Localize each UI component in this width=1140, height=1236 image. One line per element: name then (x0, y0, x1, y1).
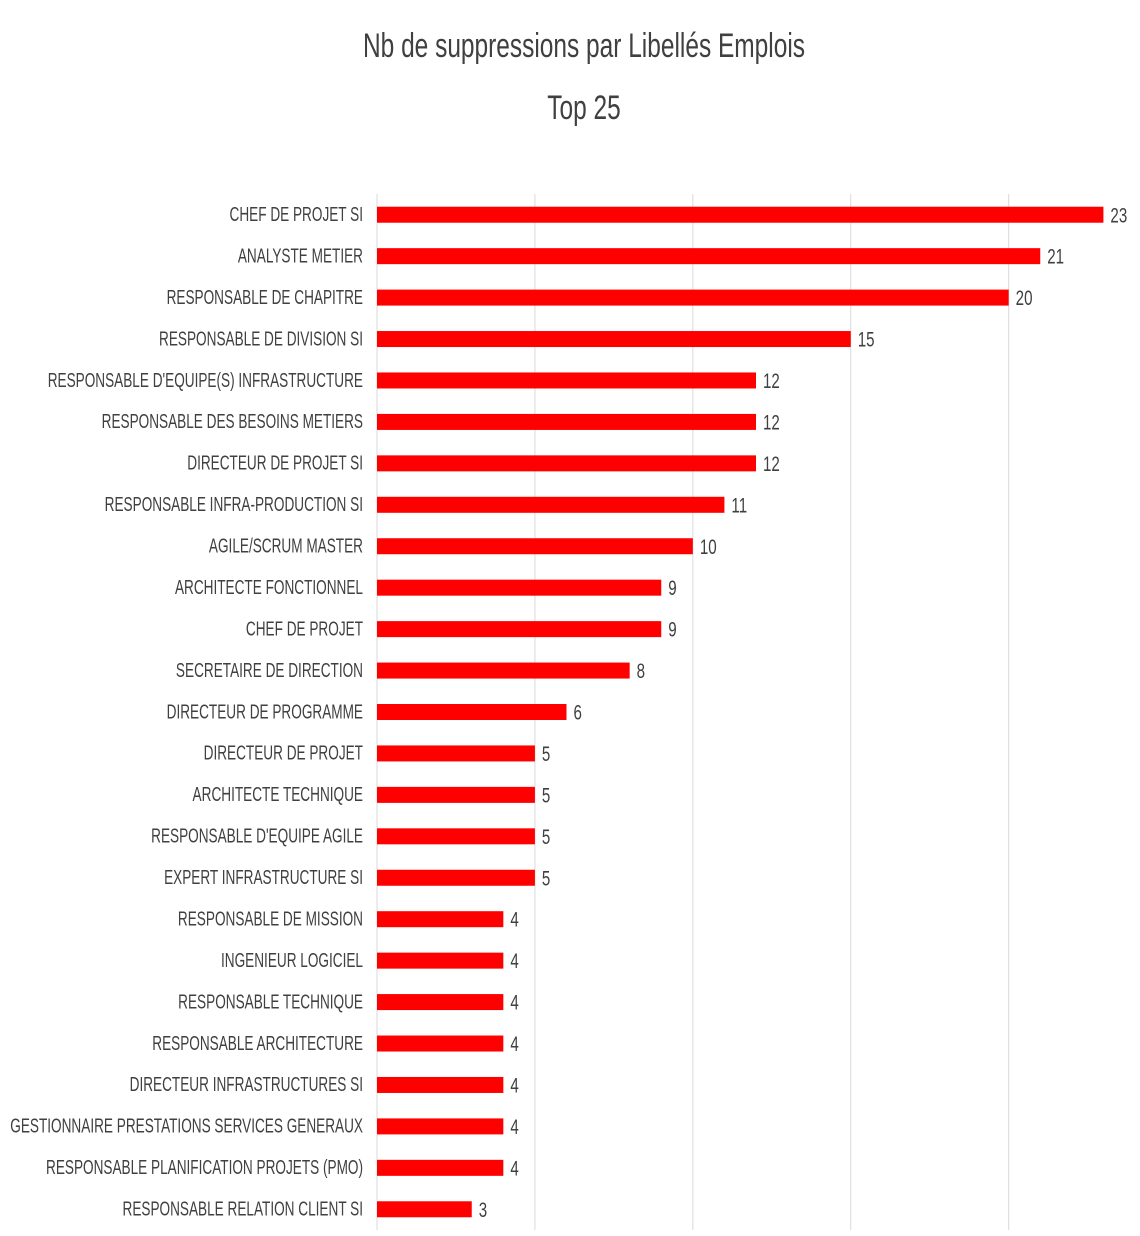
data-label: 5 (542, 741, 550, 765)
y-tick-label: EXPERT INFRASTRUCTURE SI (164, 866, 363, 888)
data-label: 21 (1047, 244, 1064, 268)
bar (377, 331, 851, 348)
data-label: 8 (637, 659, 645, 683)
y-tick-label: RESPONSABLE PLANIFICATION PROJETS (PMO) (46, 1157, 363, 1179)
bar (377, 994, 504, 1011)
bar (377, 372, 756, 389)
y-tick-label: RESPONSABLE DE CHAPITRE (167, 286, 363, 308)
data-label: 20 (1016, 286, 1033, 310)
y-tick-label: ARCHITECTE TECHNIQUE (193, 784, 363, 806)
bar (377, 911, 504, 928)
data-label: 10 (700, 534, 717, 558)
bar (377, 496, 725, 513)
bar (377, 1159, 504, 1176)
bar (377, 621, 662, 638)
chart-subtitle: Top 25 (547, 89, 620, 127)
y-tick-label: RESPONSABLE TECHNIQUE (178, 991, 363, 1013)
data-label: 23 (1110, 203, 1127, 227)
bar (377, 206, 1104, 223)
bar (377, 704, 567, 720)
data-label: 9 (668, 576, 676, 600)
bar (377, 579, 662, 596)
bar (377, 828, 535, 845)
y-tick-label: RESPONSABLE RELATION CLIENT SI (123, 1198, 363, 1220)
y-tick-label: DIRECTEUR DE PROGRAMME (167, 701, 363, 723)
y-tick-label: RESPONSABLE INFRA-PRODUCTION SI (105, 494, 363, 516)
data-label: 15 (858, 327, 875, 351)
data-label: 5 (542, 866, 550, 890)
bar (377, 413, 756, 430)
data-label: 3 (479, 1197, 487, 1221)
data-label: 4 (510, 949, 518, 973)
bar (377, 248, 1041, 265)
y-tick-label: DIRECTEUR DE PROJET SI (187, 452, 363, 474)
y-tick-label: GESTIONNAIRE PRESTATIONS SERVICES GENERA… (10, 1115, 363, 1137)
data-label: 6 (574, 700, 582, 724)
y-tick-label: RESPONSABLE ARCHITECTURE (152, 1032, 363, 1054)
y-tick-label: ARCHITECTE FONCTIONNEL (175, 576, 363, 598)
bar (377, 662, 630, 679)
y-tick-label: ANALYSTE METIER (238, 245, 363, 267)
bar (377, 745, 535, 762)
y-tick-label: RESPONSABLE D'EQUIPE AGILE (151, 825, 363, 847)
bar (377, 952, 504, 969)
y-tick-label: RESPONSABLE DE DIVISION SI (159, 328, 363, 350)
data-label: 5 (542, 824, 550, 848)
bar (377, 538, 693, 555)
y-tick-label: RESPONSABLE DES BESOINS METIERS (102, 411, 363, 433)
data-label: 12 (763, 451, 780, 475)
y-tick-label: INGENIEUR LOGICIEL (221, 949, 363, 971)
data-label: 12 (763, 369, 780, 393)
data-label: 4 (510, 990, 518, 1014)
data-label: 4 (510, 1073, 518, 1097)
data-label: 4 (510, 1156, 518, 1180)
y-tick-label: DIRECTEUR INFRASTRUCTURES SI (130, 1074, 363, 1096)
y-tick-label: CHEF DE PROJET SI (230, 203, 363, 225)
bar (377, 869, 535, 886)
y-tick-label: RESPONSABLE DE MISSION (178, 908, 363, 930)
bar (377, 1035, 504, 1052)
data-label: 5 (542, 783, 550, 807)
bar (377, 1201, 472, 1218)
bar (377, 1118, 504, 1135)
data-label: 4 (510, 1114, 518, 1138)
y-tick-label: SECRETAIRE DE DIRECTION (176, 659, 363, 681)
y-tick-label: AGILE/SCRUM MASTER (209, 535, 363, 557)
data-label: 11 (731, 493, 747, 517)
bar (377, 786, 535, 803)
bar (377, 455, 756, 472)
data-label: 9 (668, 617, 676, 641)
bar (377, 1076, 504, 1093)
data-label: 4 (510, 907, 518, 931)
bar (377, 289, 1009, 306)
data-label: 4 (510, 1032, 518, 1056)
y-tick-label: RESPONSABLE D'EQUIPE(S) INFRASTRUCTURE (48, 369, 363, 391)
chart-title: Nb de suppressions par Libellés Emplois (363, 27, 805, 65)
y-tick-label: DIRECTEUR DE PROJET (204, 742, 364, 764)
y-tick-label: CHEF DE PROJET (246, 618, 364, 640)
data-label: 12 (763, 410, 780, 434)
